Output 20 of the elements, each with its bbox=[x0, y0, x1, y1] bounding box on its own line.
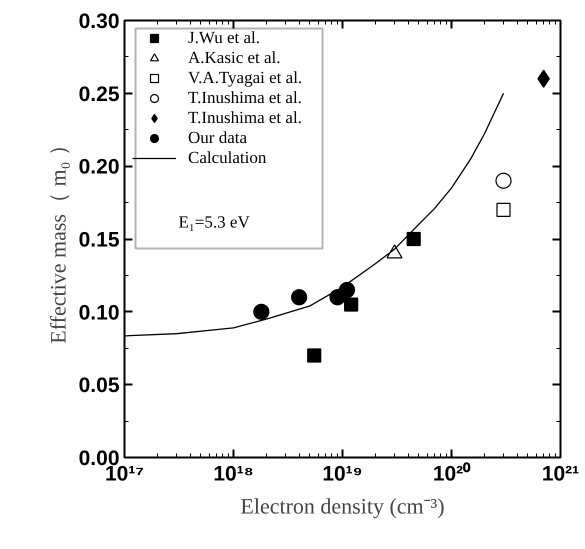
y-tick-label: 0.25 bbox=[78, 82, 120, 106]
legend-label: A.Kasic et al. bbox=[188, 48, 281, 68]
legend-label: Calculation bbox=[188, 148, 266, 168]
y-tick-label: 0.30 bbox=[78, 10, 120, 33]
x-tick-label: 10¹⁹ bbox=[322, 462, 363, 486]
x-axis-title: Electron density (cm⁻³) bbox=[240, 494, 445, 518]
legend-label: T.Inushima et al. bbox=[188, 108, 302, 128]
legend-label: Our data bbox=[188, 128, 248, 148]
y-tick-label: 0.20 bbox=[78, 156, 120, 179]
legend-label: J.Wu et al. bbox=[188, 28, 260, 48]
y-tick-label: 0.05 bbox=[78, 374, 120, 398]
y-axis-title: Effective mass（ m₀ ） bbox=[46, 134, 71, 344]
y-tick-label: 0.15 bbox=[78, 228, 120, 252]
annotation: E₁=5.3 eV bbox=[178, 212, 250, 232]
y-tick-label: 0.10 bbox=[78, 301, 120, 324]
x-tick-label: 10²⁰ bbox=[432, 462, 472, 486]
x-tick-label: 10¹⁸ bbox=[213, 462, 254, 486]
x-tick-label: 10²¹ bbox=[542, 462, 580, 486]
legend-label: T.Inushima et al. bbox=[188, 88, 302, 108]
legend-label: V.A.Tyagai et al. bbox=[188, 68, 302, 88]
